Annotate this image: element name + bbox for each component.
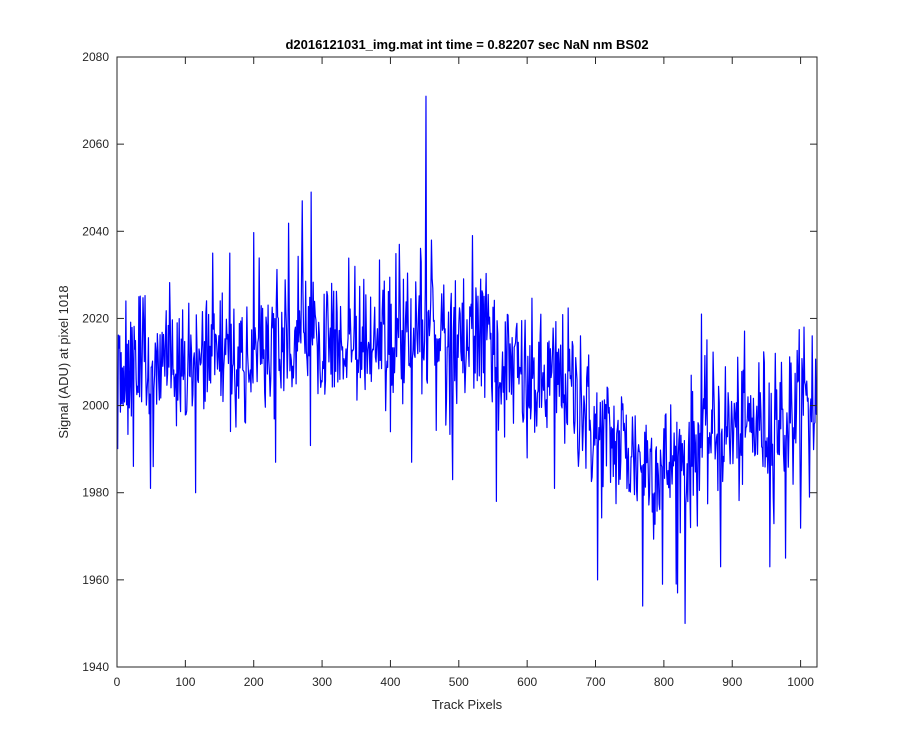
y-tick-label: 1960 — [82, 573, 109, 587]
x-tick-label: 100 — [175, 675, 195, 689]
y-tick-label: 1940 — [82, 660, 109, 674]
x-tick-label: 500 — [449, 675, 469, 689]
y-tick-label: 2060 — [82, 137, 109, 151]
y-tick-label: 1980 — [82, 486, 109, 500]
x-tick-label: 300 — [312, 675, 332, 689]
x-tick-label: 200 — [244, 675, 264, 689]
x-tick-label: 800 — [654, 675, 674, 689]
y-tick-label: 2040 — [82, 224, 109, 238]
signal-series-line — [117, 95, 818, 625]
x-axis-label: Track Pixels — [432, 697, 503, 712]
chart-title: d2016121031_img.mat int time = 0.82207 s… — [285, 37, 648, 52]
x-tick-label: 900 — [722, 675, 742, 689]
axes-box — [116, 56, 818, 668]
axis-ticks: 0 100 200 300 400 500 600 700 800 900 1000 1940 1960… — [82, 50, 817, 689]
y-tick-label: 2080 — [82, 50, 109, 64]
x-tick-label: 400 — [380, 675, 400, 689]
y-tick-label: 2020 — [82, 311, 109, 325]
y-axis-label: Signal (ADU) at pixel 1018 — [56, 285, 71, 438]
x-tick-label: 600 — [517, 675, 537, 689]
series-layer — [117, 95, 818, 625]
x-tick-label: 1000 — [787, 675, 814, 689]
x-tick-label: 0 — [114, 675, 121, 689]
y-tick-label: 2000 — [82, 399, 109, 413]
x-tick-label: 700 — [586, 675, 606, 689]
